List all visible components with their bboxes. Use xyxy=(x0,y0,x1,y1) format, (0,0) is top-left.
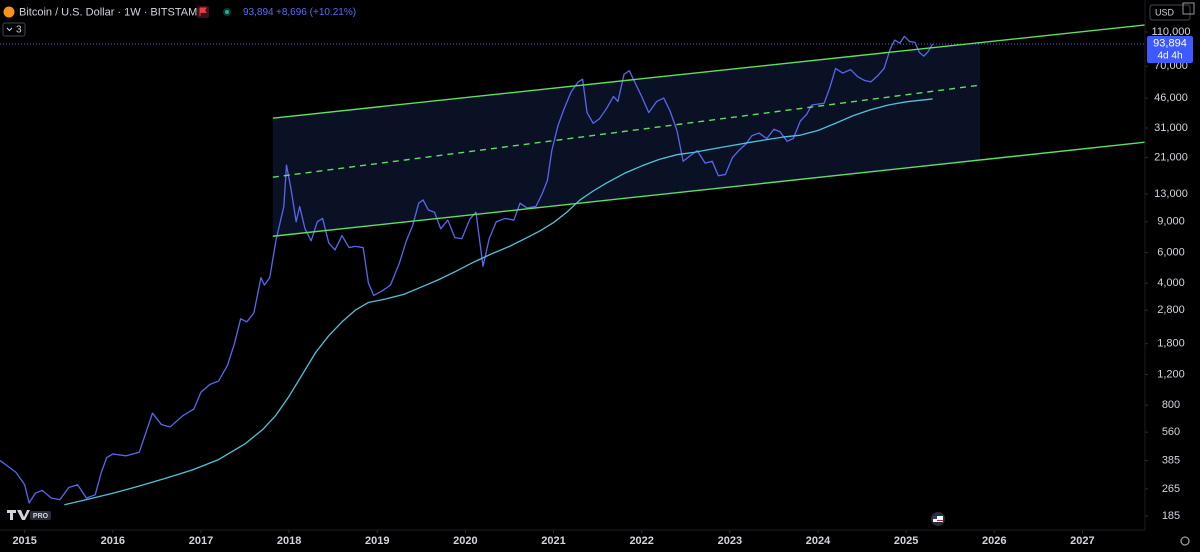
y-tick-label: 6,000 xyxy=(1157,246,1185,258)
x-tick-label: 2026 xyxy=(982,535,1006,547)
y-tick-label: 31,000 xyxy=(1154,122,1188,134)
header-price: 93,894 xyxy=(243,7,274,18)
price-tag xyxy=(1147,36,1193,64)
plot-area xyxy=(0,24,1145,506)
x-tick-label: 2021 xyxy=(541,535,565,547)
y-tick-label: 13,000 xyxy=(1154,188,1188,200)
y-tick-label: 385 xyxy=(1162,454,1180,466)
y-tick-label: 800 xyxy=(1162,399,1180,411)
x-tick-label: 2024 xyxy=(806,535,831,547)
settings-button[interactable] xyxy=(1180,536,1190,546)
badge-label: PRO xyxy=(33,513,49,520)
currency-button[interactable] xyxy=(1149,4,1191,21)
indicators-count: 3 xyxy=(16,25,22,36)
y-tick-label: 560 xyxy=(1162,426,1180,438)
event-marker[interactable] xyxy=(931,512,945,526)
y-tick-label: 185 xyxy=(1162,510,1180,522)
y-tick-label: 2,800 xyxy=(1157,304,1185,316)
moving-average xyxy=(64,98,933,506)
price-tag-label: 93,894 xyxy=(1153,37,1187,49)
y-tick-label: 110,000 xyxy=(1152,26,1191,38)
x-tick-label: 2020 xyxy=(453,535,477,547)
bitcoin-icon xyxy=(3,6,15,18)
chevron-icon xyxy=(6,27,13,32)
price-line-series xyxy=(0,35,934,504)
x-tick-label: 2019 xyxy=(365,535,389,547)
y-tick-label: 1,800 xyxy=(1157,338,1185,350)
us-flag-canton xyxy=(933,516,937,519)
y-tick-label: 4,000 xyxy=(1157,277,1185,289)
price-tag-countdown: 4d 4h xyxy=(1157,51,1182,62)
y-tick-label: 265 xyxy=(1162,483,1180,495)
x-tick-label: 2017 xyxy=(189,535,213,547)
status-dot-inner xyxy=(225,10,229,14)
x-tick-label: 2016 xyxy=(101,535,125,547)
x-tick-label: 2018 xyxy=(277,535,301,547)
channel-line xyxy=(272,24,1145,119)
badge-box xyxy=(30,511,51,520)
currency-label: USD xyxy=(1155,7,1175,17)
symbol-title: Bitcoin / U.S. Dollar · 1W · BITSTAMP xyxy=(19,6,205,18)
channel-line xyxy=(272,141,1145,237)
logo: PRO xyxy=(7,510,51,520)
x-tick-label: 2022 xyxy=(629,535,653,547)
fullscreen-button[interactable] xyxy=(1182,2,1195,15)
us-flag xyxy=(933,516,943,522)
x-tick-label: 2025 xyxy=(894,535,918,547)
x-tick-label: 2015 xyxy=(12,535,36,547)
y-tick-label: 21,000 xyxy=(1154,151,1188,163)
y-tick-label: 1,200 xyxy=(1157,368,1185,380)
y-tick-label: 46,000 xyxy=(1154,92,1188,104)
x-tick-label: 2027 xyxy=(1070,535,1094,547)
y-tick-label: 70,000 xyxy=(1154,60,1188,72)
x-tick-label: 2023 xyxy=(718,535,742,547)
flag-icon xyxy=(199,7,207,16)
channel-fill xyxy=(272,42,981,237)
tv-logo xyxy=(7,510,30,520)
channel-line xyxy=(272,84,981,178)
y-tick-label: 9,000 xyxy=(1157,216,1185,228)
header: Bitcoin / U.S. Dollar · 1W · BITSTAMP 93… xyxy=(2,2,1195,37)
indicators-toggle[interactable] xyxy=(2,22,26,37)
header-change: +8,696 (+10.21%) xyxy=(276,7,356,18)
